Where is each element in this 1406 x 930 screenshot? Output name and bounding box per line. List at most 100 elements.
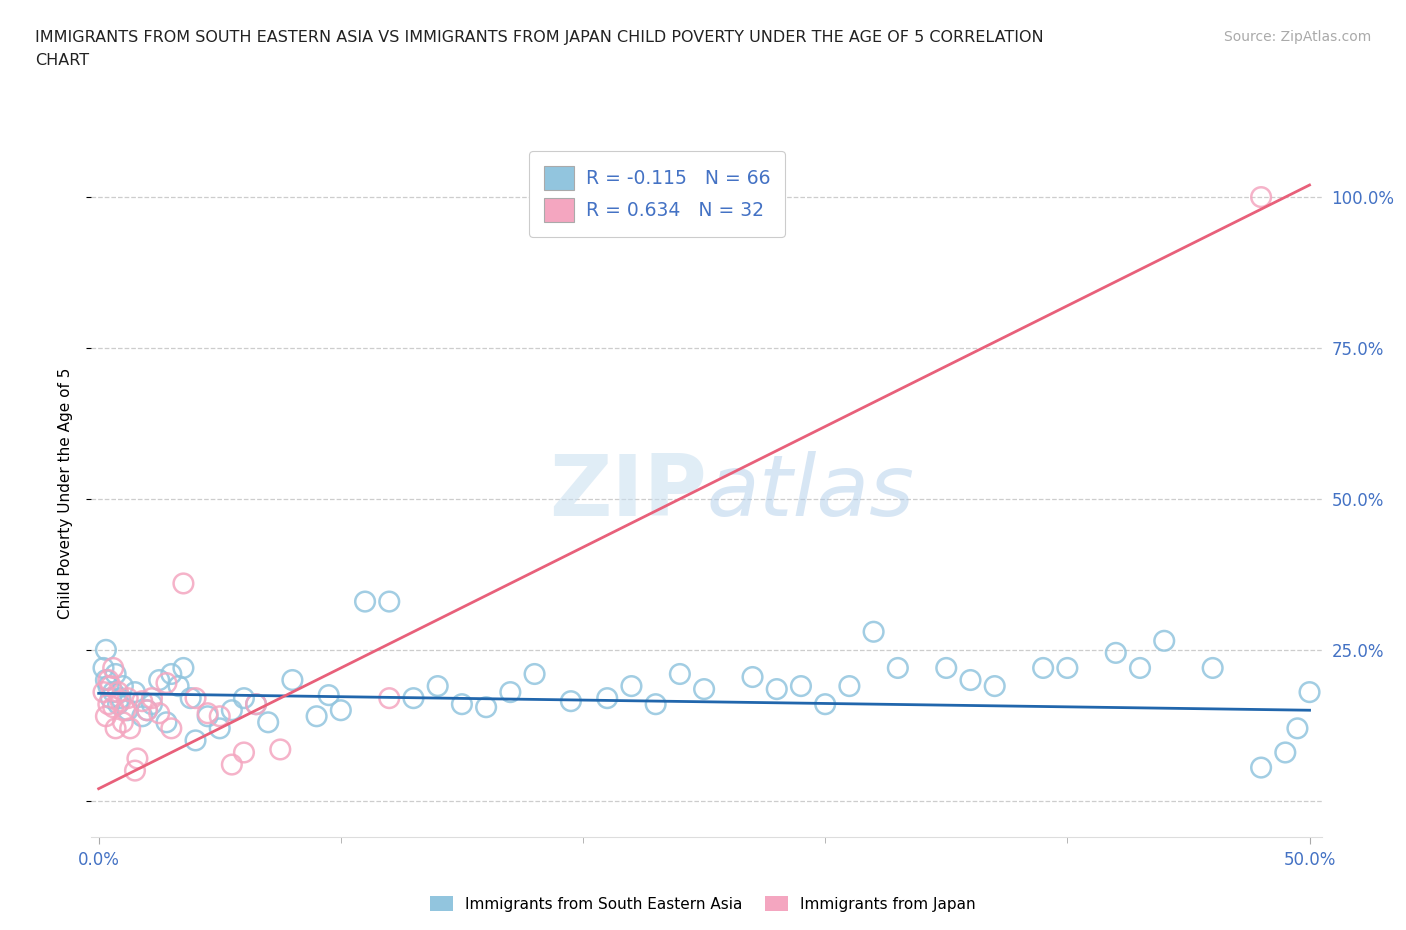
Point <box>838 679 860 694</box>
Point <box>100 679 122 694</box>
Point <box>111 715 134 730</box>
Legend: Immigrants from South Eastern Asia, Immigrants from Japan: Immigrants from South Eastern Asia, Immi… <box>423 889 983 918</box>
Point <box>103 699 125 714</box>
Point <box>426 679 449 694</box>
Y-axis label: Child Poverty Under the Age of 5: Child Poverty Under the Age of 5 <box>58 367 73 618</box>
Point <box>765 682 787 697</box>
Point <box>1201 660 1223 675</box>
Point <box>644 697 666 711</box>
Point <box>120 721 142 736</box>
Point <box>167 679 190 694</box>
Point <box>354 594 377 609</box>
Point <box>148 672 170 687</box>
Text: IMMIGRANTS FROM SOUTH EASTERN ASIA VS IMMIGRANTS FROM JAPAN CHILD POVERTY UNDER : IMMIGRANTS FROM SOUTH EASTERN ASIA VS IM… <box>35 30 1043 45</box>
Point <box>136 703 159 718</box>
Point <box>402 691 425 706</box>
Point <box>172 576 194 591</box>
Point <box>103 660 125 675</box>
Point <box>245 697 267 711</box>
Point <box>160 721 183 736</box>
Point <box>136 703 159 718</box>
Point <box>221 703 243 718</box>
Point <box>233 745 256 760</box>
Point <box>124 684 146 699</box>
Point <box>100 691 122 706</box>
Point <box>131 694 153 709</box>
Point <box>1250 190 1272 205</box>
Point <box>329 703 352 718</box>
Point <box>887 660 910 675</box>
Point <box>1129 660 1152 675</box>
Point <box>983 679 1005 694</box>
Point <box>1298 684 1320 699</box>
Point <box>148 706 170 721</box>
Point <box>110 694 132 709</box>
Point <box>959 672 981 687</box>
Point <box>97 679 120 694</box>
Point <box>269 742 291 757</box>
Point <box>104 721 127 736</box>
Point <box>1056 660 1078 675</box>
Point <box>378 594 401 609</box>
Text: CHART: CHART <box>35 53 89 68</box>
Point <box>790 679 813 694</box>
Point <box>197 709 219 724</box>
Point <box>155 715 177 730</box>
Point <box>862 624 884 639</box>
Point <box>184 691 207 706</box>
Point <box>93 660 115 675</box>
Point <box>620 679 643 694</box>
Point <box>208 721 231 736</box>
Point <box>814 697 837 711</box>
Point <box>245 697 267 711</box>
Point <box>97 672 120 687</box>
Point <box>233 691 256 706</box>
Point <box>111 679 134 694</box>
Point <box>107 697 129 711</box>
Point <box>103 684 125 699</box>
Point <box>141 697 163 711</box>
Point <box>160 667 183 682</box>
Text: Source: ZipAtlas.com: Source: ZipAtlas.com <box>1223 30 1371 44</box>
Point <box>114 703 136 718</box>
Point <box>693 682 716 697</box>
Point <box>94 709 117 724</box>
Text: ZIP: ZIP <box>548 451 706 535</box>
Point <box>180 691 202 706</box>
Point <box>1032 660 1054 675</box>
Point <box>1105 645 1128 660</box>
Point <box>117 691 139 706</box>
Point <box>257 715 280 730</box>
Point <box>131 709 153 724</box>
Point <box>523 667 546 682</box>
Point <box>141 691 163 706</box>
Point <box>110 691 132 706</box>
Point <box>117 703 139 718</box>
Point <box>669 667 692 682</box>
Point <box>127 751 149 766</box>
Point <box>1286 721 1309 736</box>
Point <box>221 757 243 772</box>
Point <box>935 660 957 675</box>
Text: atlas: atlas <box>706 451 914 535</box>
Point <box>172 660 194 675</box>
Point <box>208 709 231 724</box>
Point <box>94 643 117 658</box>
Point <box>107 684 129 699</box>
Point <box>305 709 328 724</box>
Point <box>197 706 219 721</box>
Legend: R = -0.115   N = 66, R = 0.634   N = 32: R = -0.115 N = 66, R = 0.634 N = 32 <box>530 152 785 237</box>
Point <box>155 675 177 690</box>
Point <box>1274 745 1296 760</box>
Point <box>97 697 120 711</box>
Point <box>451 697 474 711</box>
Point <box>560 694 582 709</box>
Point <box>1250 760 1272 775</box>
Point <box>281 672 304 687</box>
Point <box>104 667 127 682</box>
Point <box>378 691 401 706</box>
Point <box>93 684 115 699</box>
Point <box>94 672 117 687</box>
Point <box>184 733 207 748</box>
Point <box>596 691 619 706</box>
